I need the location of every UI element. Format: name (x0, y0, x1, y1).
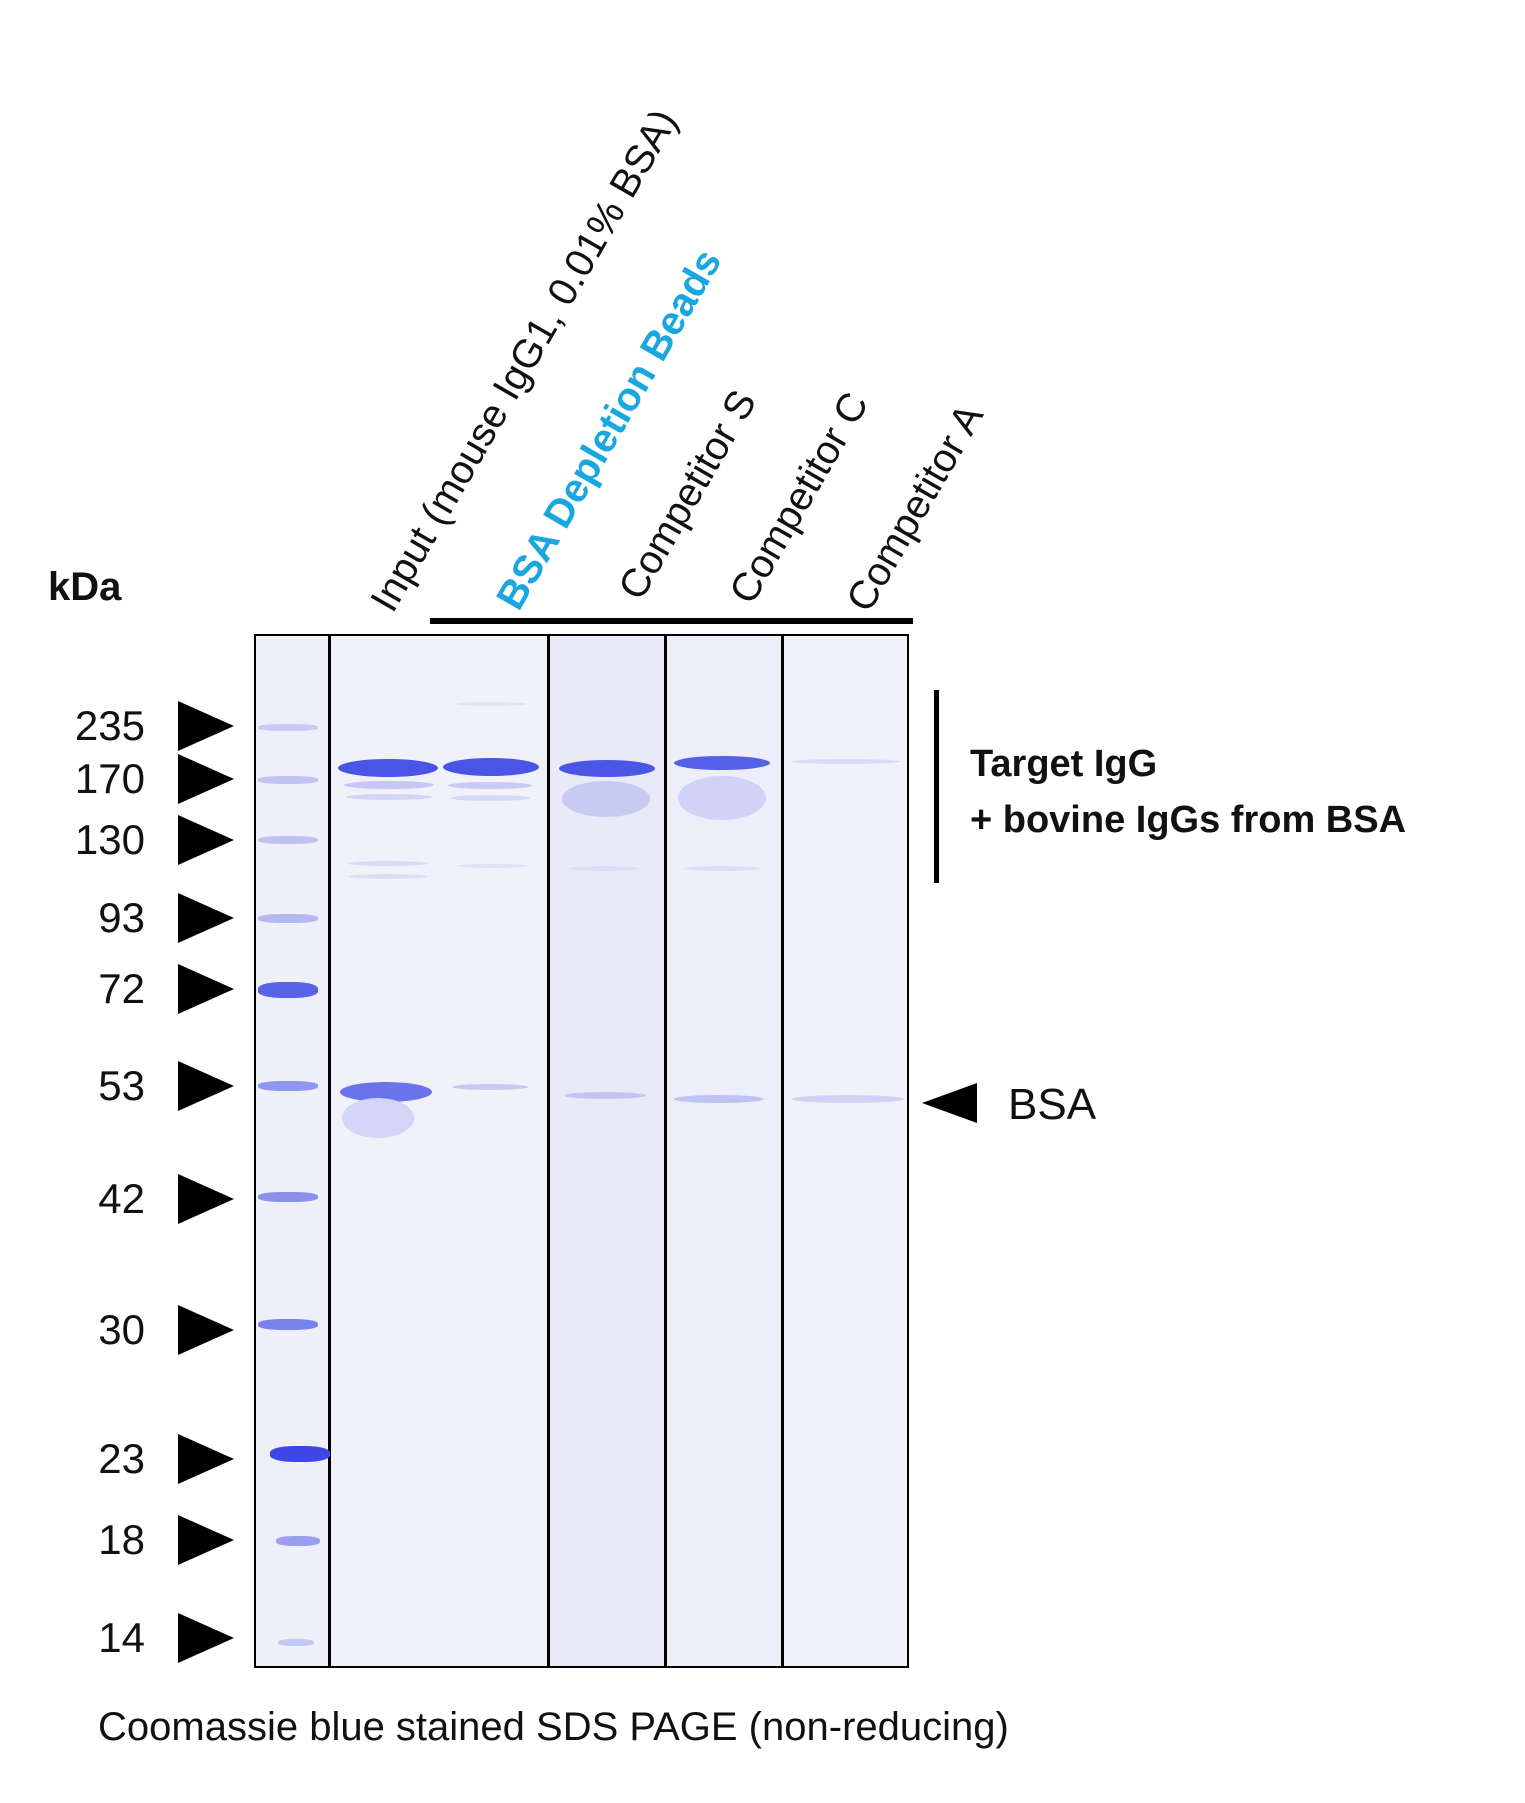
mw-arrow-icon (178, 1061, 234, 1111)
band-comp-s-smear (562, 781, 650, 817)
lane-divider (781, 636, 784, 1666)
band-input-bsa-smear (342, 1098, 414, 1138)
ladder-band (258, 1192, 318, 1202)
band-beads-igg-sub (450, 795, 530, 801)
mw-arrow-icon (178, 1305, 234, 1355)
ladder-band (270, 1446, 330, 1462)
mw-arrow-icon (178, 1613, 234, 1663)
band-input-igg (338, 759, 438, 777)
mw-arrow-icon (178, 815, 234, 865)
mw-label-18: 18 (98, 1516, 145, 1563)
ladder-band (278, 1639, 314, 1646)
lane-panel-ladder (256, 636, 328, 1666)
band-comp-c-igg (674, 756, 770, 770)
ladder-band (258, 776, 318, 784)
band-comp-c-smear (678, 776, 766, 820)
gel-image (254, 634, 909, 1668)
lane-panel-competitor-a (784, 636, 907, 1666)
ladder-band (258, 836, 318, 844)
mw-label-30: 30 (98, 1306, 145, 1353)
mw-label-235: 235 (74, 702, 145, 749)
ladder-band (258, 914, 318, 923)
band-comp-s-bsa (564, 1092, 646, 1099)
lane-divider (547, 636, 550, 1666)
ladder-band (258, 1081, 318, 1091)
band-beads-igg-sub (448, 782, 532, 789)
lane-panel-input-beads (331, 636, 547, 1666)
mw-arrow-icon (178, 964, 234, 1014)
bsa-arrow-icon (922, 1083, 977, 1123)
mw-arrow-icon (178, 701, 234, 751)
band-beads-faint (456, 864, 530, 868)
band-beads-bsa (452, 1084, 528, 1090)
lane-divider (328, 636, 331, 1666)
band-comp-s-faint (568, 866, 640, 871)
band-comp-a-bsa (792, 1095, 904, 1103)
band-comp-a-igg (792, 759, 900, 764)
mw-arrow-icon (178, 893, 234, 943)
mw-label-23: 23 (98, 1435, 145, 1482)
mw-arrow-icon (178, 754, 234, 804)
band-comp-s-igg (559, 760, 655, 777)
mw-label-14: 14 (98, 1614, 145, 1661)
ladder-band (258, 724, 318, 731)
mw-label-72: 72 (98, 965, 145, 1012)
ladder-band (258, 1319, 318, 1330)
ladder-band (276, 1536, 320, 1546)
mw-label-53: 53 (98, 1062, 145, 1109)
group-bar (430, 618, 913, 624)
mw-arrow-icon (178, 1434, 234, 1484)
igg-annotation-line1: Target IgG (970, 743, 1158, 785)
mw-label-130: 130 (74, 816, 145, 863)
igg-annotation: Target IgG + bovine IgGs from BSA (970, 736, 1406, 848)
band-input-bsa (340, 1082, 432, 1102)
mw-label-42: 42 (98, 1175, 145, 1222)
band-input-faint (348, 861, 428, 866)
mw-arrow-icon (178, 1515, 234, 1565)
band-input-faint (348, 874, 428, 879)
ladder-band (258, 982, 318, 998)
band-comp-c-faint (684, 866, 760, 871)
igg-bracket (934, 690, 939, 883)
mw-label-93: 93 (98, 894, 145, 941)
band-beads-igg (443, 758, 539, 776)
band-input-igg-sub (344, 781, 434, 789)
mw-arrow-icon (178, 1174, 234, 1224)
igg-annotation-line2: + bovine IgGs from BSA (970, 799, 1407, 841)
kda-unit-label: kDa (48, 565, 122, 609)
band-beads-faint (456, 702, 526, 706)
mw-label-170: 170 (74, 755, 145, 802)
lane-label-bsa-depletion-beads: BSA Depletion Beads (488, 242, 731, 617)
band-input-igg-sub (346, 794, 432, 800)
band-comp-c-bsa (674, 1095, 764, 1103)
figure-caption: Coomassie blue stained SDS PAGE (non-red… (98, 1705, 1009, 1749)
lane-divider (664, 636, 667, 1666)
bsa-annotation: BSA (1008, 1080, 1097, 1129)
